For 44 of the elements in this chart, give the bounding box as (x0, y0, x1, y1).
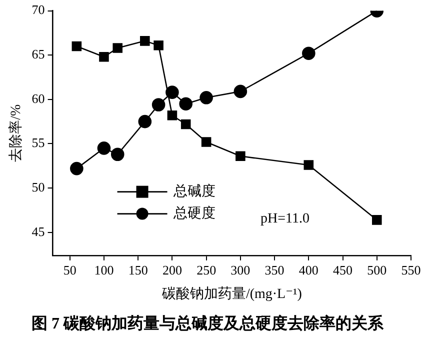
point (234, 84, 248, 98)
x-axis-title: 碳酸钠加药量/(mg·L⁻¹) (160, 286, 302, 302)
x-tick-label: 150 (128, 262, 148, 278)
x-tick-label: 400 (298, 262, 318, 278)
point (179, 97, 192, 111)
x-tick-label: 250 (196, 262, 216, 278)
point (180, 119, 191, 130)
x-tick-label: 200 (162, 262, 182, 278)
point (304, 160, 314, 170)
point (138, 114, 152, 128)
point (166, 86, 179, 99)
legend-label: 总碱度 (172, 183, 216, 200)
point (154, 40, 164, 50)
y-axis-title: 去除率/% (8, 104, 24, 162)
point (302, 46, 316, 60)
x-tick-label: 500 (367, 262, 387, 278)
y-tick-label: 55 (32, 135, 45, 150)
point (200, 91, 213, 104)
y-tick-label: 50 (32, 179, 45, 194)
x-tick-label: 100 (94, 262, 114, 278)
x-tick-label: 300 (230, 262, 250, 278)
point (152, 98, 166, 112)
y-tick-label: 70 (32, 2, 45, 18)
point (110, 148, 124, 162)
point (140, 36, 150, 46)
y-tick-label: 45 (32, 224, 45, 239)
x-tick-label: 550 (401, 262, 421, 278)
y-tick-label: 65 (32, 46, 45, 62)
point (97, 142, 111, 155)
point (70, 162, 84, 176)
point (372, 215, 382, 225)
x-tick-label: 350 (264, 262, 284, 278)
point (236, 151, 246, 162)
text: 图 7 碳酸钠加药量与总碱度及总硬度去除率的关系 (32, 314, 384, 333)
y-tick-label: 60 (32, 90, 45, 106)
annotation: pH=11.0 (260, 211, 310, 226)
point (112, 43, 123, 53)
x-tick-label: 450 (333, 262, 353, 278)
point (72, 41, 82, 52)
legend-label: 总硬度 (172, 205, 216, 222)
x-tick-label: 50 (63, 262, 76, 278)
point (201, 137, 212, 147)
point (99, 52, 109, 62)
point (167, 110, 178, 120)
